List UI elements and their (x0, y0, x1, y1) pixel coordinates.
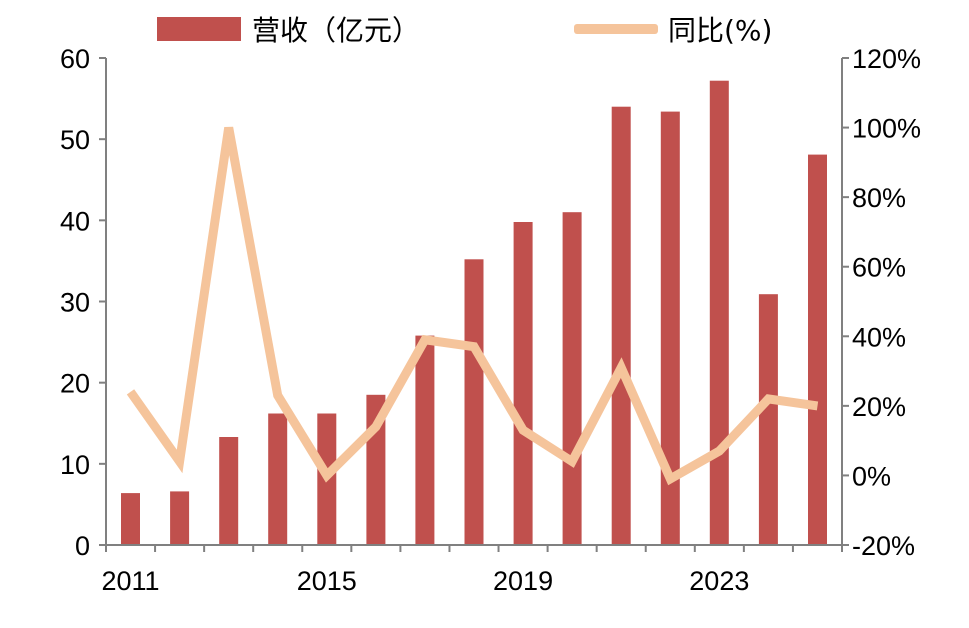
bar-2019 (513, 222, 533, 545)
bar-2025 (808, 154, 827, 545)
y-left-tick-label: 0 (75, 531, 90, 561)
bar-2012 (170, 491, 190, 545)
x-tick-label: 2011 (102, 566, 160, 596)
y-left-tick-label: 30 (60, 288, 90, 318)
bar-2020 (562, 212, 582, 545)
y-left-tick-label: 50 (60, 125, 90, 155)
axes: 0 10 20 30 40 50 60 -20% 0% 20% 40% 60% 80% 100% 120% 2… (60, 44, 921, 596)
legend-swatch-yoy (574, 24, 658, 34)
bar-2014 (268, 413, 288, 545)
y-right-tick-label: 120% (852, 44, 921, 74)
legend-label-revenue: 营收（亿元） (252, 14, 420, 47)
bar-2011 (121, 493, 140, 545)
bar-2024 (758, 294, 778, 545)
bar-2023 (709, 80, 729, 545)
line-series-yoy (126, 126, 819, 486)
bar-2017 (415, 335, 435, 545)
x-tick-label: 2015 (297, 566, 357, 596)
y-right-tick-label: 80% (852, 183, 906, 213)
legend: 营收（亿元） 同比(%) (157, 14, 772, 47)
y-left-tick-label: 40 (60, 206, 90, 236)
y-left-tick-label: 20 (60, 369, 90, 399)
bar-2022 (660, 111, 680, 545)
y-right-tick-label: 60% (852, 253, 906, 283)
bar-2021 (611, 106, 631, 545)
bar-series-revenue (121, 80, 827, 545)
y-right-tick-label: 40% (852, 322, 906, 352)
x-tick-label: 2019 (493, 566, 553, 596)
y-right-tick-label: -20% (852, 531, 915, 561)
legend-swatch-revenue (157, 17, 241, 41)
bar-2013 (219, 437, 239, 545)
y-right-tick-label: 20% (852, 392, 906, 422)
bar-2018 (464, 259, 484, 545)
x-tick-label: 2023 (689, 566, 749, 596)
y-left-tick-label: 10 (60, 450, 90, 480)
y-right-tick-label: 0% (852, 461, 891, 491)
y-right-tick-label: 100% (852, 114, 921, 144)
legend-label-yoy: 同比(%) (668, 14, 772, 47)
y-left-tick-label: 60 (60, 44, 90, 74)
